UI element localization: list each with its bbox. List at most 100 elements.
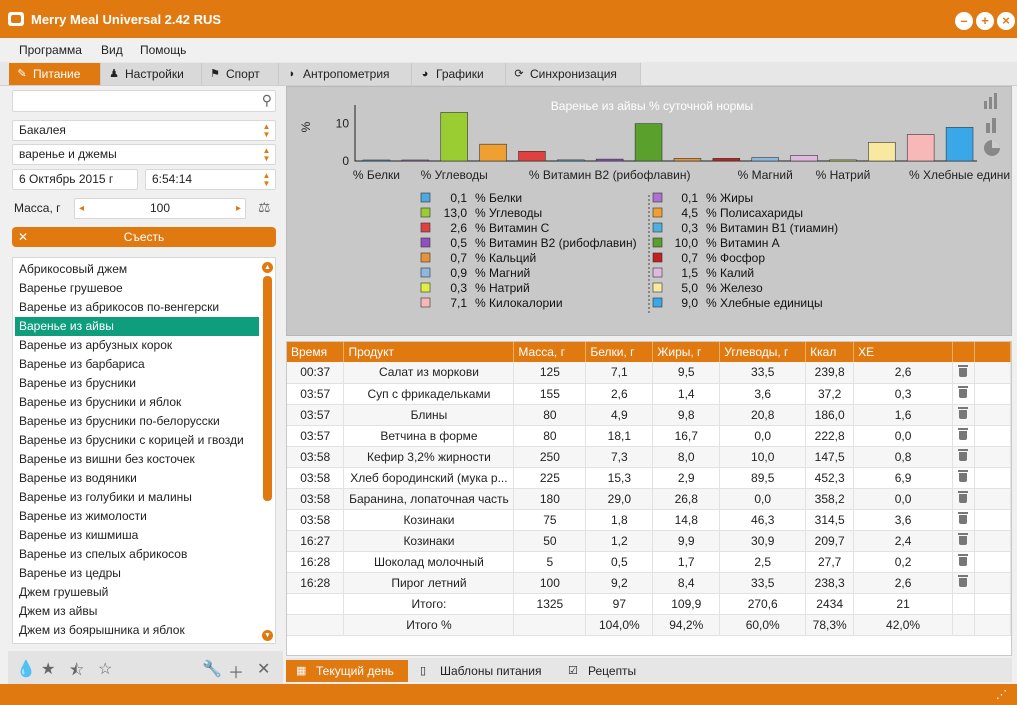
column-header[interactable]: Ккал <box>805 342 855 362</box>
minimize-button[interactable]: – <box>955 12 973 30</box>
star-half-icon[interactable]: ⯪ <box>69 662 85 679</box>
list-item[interactable]: Варенье из цедры <box>19 566 121 580</box>
table-row[interactable]: 16:27 Козинаки 50 1,2 9,9 30,9 209,7 2,4 <box>287 530 1012 552</box>
table-row[interactable]: 16:28 Шоколад молочный 5 0,5 1,7 2,5 27,7 0,2 <box>287 551 1012 573</box>
add-icon[interactable]: ＋ <box>228 665 245 682</box>
table-row[interactable]: 03:58 Баранина, лопаточная часть 180 29,0 26… <box>287 488 1012 510</box>
list-item[interactable]: Варенье из спелых абрикосов <box>19 547 188 561</box>
column-header[interactable] <box>974 342 1012 362</box>
tab-anthropometry[interactable]: ◗ Антропометрия <box>279 63 412 85</box>
list-item[interactable]: Варенье из брусники по-белорусски <box>19 414 220 428</box>
menu-program[interactable]: Программа <box>19 43 82 57</box>
list-item[interactable]: Варенье из водяники <box>19 471 137 485</box>
list-item[interactable]: Варенье из айвы <box>15 317 259 336</box>
menu-view[interactable]: Вид <box>101 43 123 57</box>
percent-row[interactable]: Итого % 104,0% 94,2% 60,0% 78,3% 42,0% <box>287 614 1012 636</box>
trash-icon[interactable] <box>958 407 969 419</box>
mass-input[interactable]: ◂ 100 ▸ <box>74 198 246 219</box>
bar-chart-icon[interactable] <box>984 101 987 109</box>
tab-charts[interactable]: ◕ Графики <box>412 63 506 85</box>
list-item[interactable]: Варенье из арбузных корок <box>19 338 173 352</box>
trash-icon[interactable] <box>958 575 969 587</box>
column-header[interactable]: Жиры, г <box>652 342 721 362</box>
menu-help[interactable]: Помощь <box>140 43 187 57</box>
list-item[interactable]: Варенье из брусники <box>19 376 137 390</box>
maximize-button[interactable]: + <box>976 12 994 30</box>
chart-bar <box>829 159 857 162</box>
table-row[interactable]: 00:37 Салат из моркови 125 7,1 9,5 33,5 239,8 2… <box>287 362 1012 384</box>
increment-icon[interactable]: ▸ <box>235 203 241 214</box>
subcategory-select[interactable]: варенье и джемы ▲ ▼ <box>12 144 276 165</box>
table-cell: 1,7 <box>652 551 721 573</box>
column-chart-icon[interactable] <box>986 123 990 133</box>
list-item[interactable]: Варенье из барбариса <box>19 357 145 371</box>
scales-icon[interactable]: ⚖ <box>258 199 271 215</box>
column-header[interactable]: Масса, г <box>513 342 587 362</box>
column-header[interactable]: Белки, г <box>585 342 654 362</box>
search-input[interactable]: ⚲ <box>12 90 276 112</box>
trash-icon[interactable] <box>958 533 969 545</box>
list-item[interactable]: Джем из айвы <box>19 604 98 618</box>
table-cell: 20,8 <box>719 404 807 426</box>
drop-icon[interactable]: 💧 <box>16 661 36 678</box>
star-filled-icon[interactable]: ★ <box>41 661 56 678</box>
table-row[interactable]: 03:58 Хлеб бородинский (мука р... 225 15,3 2… <box>287 467 1012 489</box>
table-row[interactable]: 03:58 Кефир 3,2% жирности 250 7,3 8,0 10,0 147… <box>287 446 1012 468</box>
column-header[interactable]: Продукт <box>343 342 515 362</box>
table-row[interactable]: 16:28 Пирог летний 100 9,2 8,4 33,5 238,3 2,6 <box>287 572 1012 594</box>
tab-recipes[interactable]: ☑ Рецепты <box>558 660 668 682</box>
trash-icon[interactable] <box>958 512 969 524</box>
table-row[interactable]: 03:58 Козинаки 75 1,8 14,8 46,3 314,5 3,6 <box>287 509 1012 531</box>
tab-sport[interactable]: ⚑ Спорт <box>202 63 279 85</box>
tab-meal-templates[interactable]: ▯ Шаблоны питания <box>410 660 556 682</box>
list-item[interactable]: Джем грушевый <box>19 585 109 599</box>
trash-icon[interactable] <box>958 428 969 440</box>
list-item[interactable]: Варенье из абрикосов по-венгерски <box>19 300 220 314</box>
list-item[interactable]: Варенье из кишмиша <box>19 528 139 542</box>
trash-icon[interactable] <box>958 364 969 377</box>
list-item[interactable]: Джем из боярышника и яблок <box>19 623 185 637</box>
scrollbar[interactable] <box>263 276 272 501</box>
tab-current-day[interactable]: ▦ Текущий день <box>286 660 408 682</box>
list-item[interactable]: Варенье из голубики и малины <box>19 490 192 504</box>
tab-nutrition[interactable]: ✎ Питание <box>9 63 101 85</box>
table-row[interactable]: 03:57 Блины 80 4,9 9,8 20,8 186,0 1,6 <box>287 404 1012 426</box>
trash-icon[interactable] <box>958 554 969 566</box>
scroll-down-icon[interactable]: ▼ <box>262 630 273 641</box>
list-item[interactable]: Варенье из брусники и яблок <box>19 395 182 409</box>
delete-icon[interactable]: ✕ <box>257 661 271 678</box>
legend-swatch <box>652 282 663 293</box>
list-item[interactable]: Варенье из вишни без косточек <box>19 452 195 466</box>
eat-button[interactable]: ✕ Съесть <box>12 227 276 247</box>
list-item[interactable]: Варенье грушевое <box>19 281 123 295</box>
time-input[interactable]: 6:54:14 ▲ ▼ <box>145 169 276 190</box>
decrement-icon[interactable]: ◂ <box>79 203 85 214</box>
list-item[interactable]: Варенье из брусники с корицей и гвозди <box>19 433 244 447</box>
table-cell: 1,4 <box>652 383 721 405</box>
tab-sync[interactable]: ⟳ Синхронизация <box>506 63 641 85</box>
list-item[interactable]: Абрикосовый джем <box>19 262 128 276</box>
total-row[interactable]: Итого: 1325 97 109,9 270,6 2434 21 <box>287 593 1012 615</box>
scroll-up-icon[interactable]: ▲ <box>262 262 273 273</box>
trash-icon[interactable] <box>958 491 969 503</box>
column-header[interactable] <box>952 342 975 362</box>
wrench-icon[interactable]: 🔧 <box>202 661 222 678</box>
trash-icon[interactable] <box>958 449 969 461</box>
tab-settings[interactable]: ♟ Настройки <box>101 63 202 85</box>
resize-grip-icon[interactable]: ⋰ <box>996 689 1007 701</box>
table-cell: 97 <box>585 593 654 615</box>
column-header[interactable]: ХЕ <box>853 342 953 362</box>
column-header[interactable]: Углеводы, г <box>719 342 807 362</box>
trash-icon[interactable] <box>958 470 969 482</box>
column-header[interactable]: Время <box>287 342 345 362</box>
list-item[interactable]: Варенье из жимолости <box>19 509 147 523</box>
close-button[interactable]: × <box>997 12 1015 30</box>
category-select[interactable]: Бакалея ▲ ▼ <box>12 120 276 141</box>
cutlery-icon: ✕ <box>18 230 29 244</box>
star-empty-icon[interactable]: ☆ <box>98 661 113 678</box>
table-row[interactable]: 03:57 Ветчина в форме 80 18,1 16,7 0,0 222,8 0,… <box>287 425 1012 447</box>
legend-label: % Белки <box>475 191 522 205</box>
date-picker[interactable]: 6 Октябрь 2015 г <box>12 169 138 190</box>
table-row[interactable]: 03:57 Суп с фрикадельками 155 2,6 1,4 3,6 37,2… <box>287 383 1012 405</box>
trash-icon[interactable] <box>958 386 969 398</box>
